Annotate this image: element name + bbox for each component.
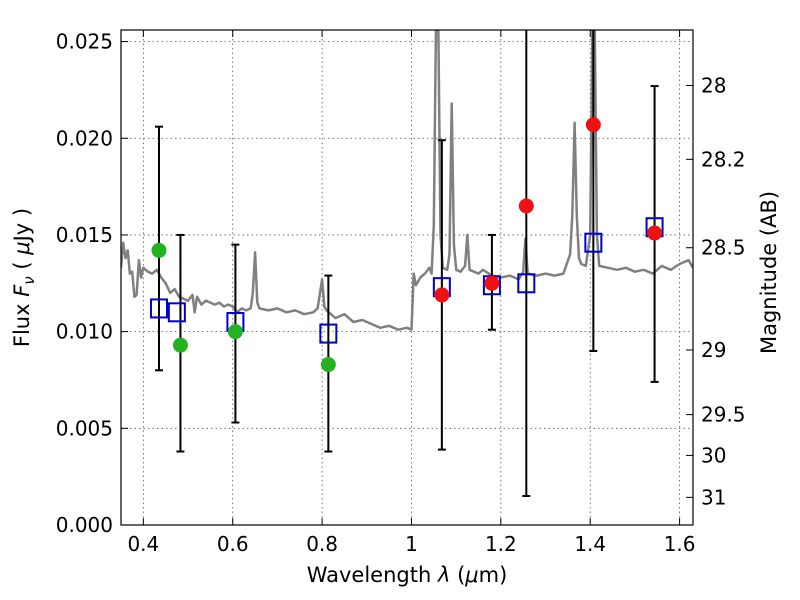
observed-point (647, 225, 663, 241)
x-tick-label: 1.2 (485, 532, 517, 556)
model-photometry-square (584, 232, 603, 253)
observed-point (320, 357, 336, 373)
magnitude-tick-label: 28.2 (701, 147, 746, 171)
y-tick-label: 0.020 (56, 126, 113, 150)
grid-layer (121, 30, 693, 526)
observed-point (227, 324, 243, 340)
x-axis-label: Wavelength λ (μm) (307, 563, 508, 587)
x-tick-label: 0.4 (127, 532, 159, 556)
label-layer: 0.4 0.6 0.8 1 1.2 1.4 1.6 0.000 0.005 0.010 0.015 0… (10, 30, 781, 587)
magnitude-tick-label: 28.5 (701, 236, 746, 260)
magnitude-tick-label: 31 (701, 485, 726, 509)
model-spectrum-line (121, 30, 693, 331)
observed-point (484, 275, 500, 291)
plot-area (121, 30, 693, 497)
magnitude-tick-label: 29 (701, 338, 726, 362)
magnitude-tick-label: 30 (701, 443, 726, 467)
y-tick-label: 0.000 (56, 513, 113, 537)
y-tick-label: 0.025 (56, 30, 113, 54)
y-tick-label: 0.010 (56, 320, 113, 344)
x-tick-label: 1.4 (574, 532, 606, 556)
plot-frame (120, 29, 694, 526)
y-tick-label: 0.015 (56, 223, 113, 247)
magnitude-tick-label: 29.5 (701, 403, 746, 427)
observed-point (518, 198, 534, 214)
tick-layer (121, 30, 693, 526)
x-tick-label: 0.8 (306, 532, 338, 556)
y-axis-label: Flux Fν ( μJy ) (10, 208, 38, 347)
model-photometry-square (167, 302, 186, 323)
observed-point (151, 242, 167, 258)
observed-point (172, 337, 188, 353)
y-tick-label: 0.005 (56, 416, 113, 440)
magnitude-tick-label: 28 (701, 73, 726, 97)
model-photometry-square (517, 273, 536, 294)
x-tick-label: 1 (405, 532, 418, 556)
x-tick-label: 1.6 (664, 532, 696, 556)
observed-point (434, 287, 450, 303)
model-photometry-square (319, 323, 338, 344)
model-photometry-square (149, 298, 168, 319)
right-axis-label: Magnitude (AB) (757, 191, 781, 354)
x-tick-label: 0.6 (217, 532, 249, 556)
observed-point (585, 117, 601, 133)
